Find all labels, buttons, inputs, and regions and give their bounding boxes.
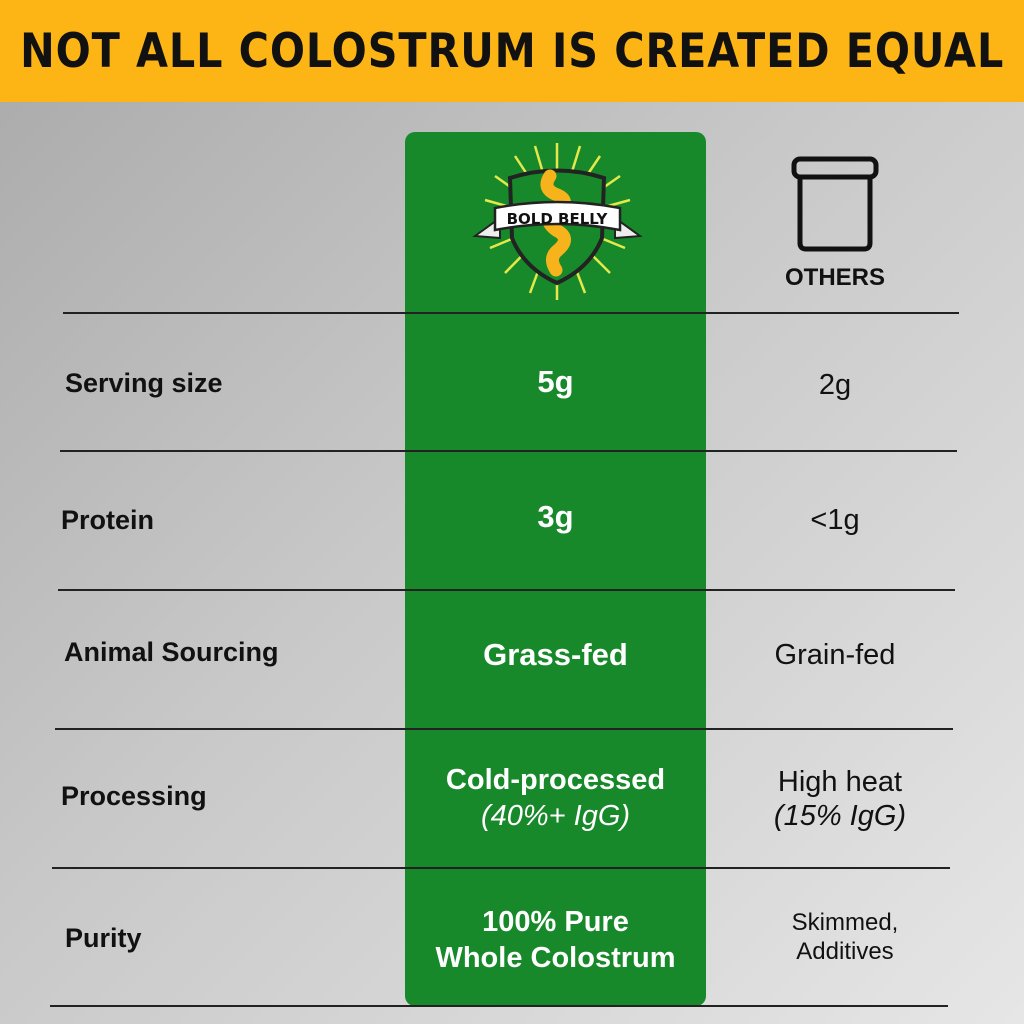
row-divider xyxy=(55,728,953,730)
row-label-protein: Protein xyxy=(61,505,155,535)
others-column-label: OTHERS xyxy=(784,264,885,291)
brand-purity-line2: Whole Colostrum xyxy=(435,942,676,974)
others-purity-line2: Additives xyxy=(796,938,894,965)
brand-processing-sub: (40%+ IgG) xyxy=(480,800,631,832)
header-banner: NOT ALL COLOSTRUM IS CREATED EQUAL xyxy=(0,0,1024,102)
row-divider xyxy=(50,1005,948,1007)
row-divider xyxy=(63,312,959,314)
others-animal-sourcing: Grain-fed xyxy=(774,639,896,671)
row-label-processing: Processing xyxy=(61,781,207,811)
row-divider xyxy=(52,867,950,869)
others-purity: Skimmed, Additives xyxy=(750,908,940,966)
row-label-serving-size: Serving size xyxy=(65,368,223,398)
brand-purity: 100% Pure Whole Colostrum xyxy=(405,904,706,976)
row-label-animal-sourcing: Animal Sourcing xyxy=(64,637,279,667)
ribbon-banner xyxy=(493,200,622,232)
others-protein: <1g xyxy=(810,504,860,536)
brand-processing: Cold-processed (40%+ IgG) xyxy=(405,762,706,834)
others-purity-line1: Skimmed, xyxy=(791,909,899,936)
others-processing: High heat (15% IgG) xyxy=(745,765,935,833)
others-serving-size: 2g xyxy=(818,369,852,401)
page-title: NOT ALL COLOSTRUM IS CREATED EQUAL xyxy=(19,23,1005,79)
bold-belly-logo: BOLD BELLY xyxy=(472,143,643,300)
jar-icon xyxy=(791,156,879,252)
logo-text: BOLD BELLY xyxy=(507,210,609,228)
brand-serving-size: 5g xyxy=(537,364,574,399)
others-processing-sub: (15% IgG) xyxy=(773,800,907,832)
brand-animal-sourcing: Grass-fed xyxy=(483,637,628,672)
row-divider xyxy=(60,450,957,452)
brand-protein: 3g xyxy=(537,499,574,534)
others-processing-main: High heat xyxy=(777,766,903,798)
row-label-purity: Purity xyxy=(65,923,142,953)
brand-processing-main: Cold-processed xyxy=(445,764,666,796)
brand-purity-line1: 100% Pure xyxy=(482,906,629,938)
row-divider xyxy=(58,589,955,591)
